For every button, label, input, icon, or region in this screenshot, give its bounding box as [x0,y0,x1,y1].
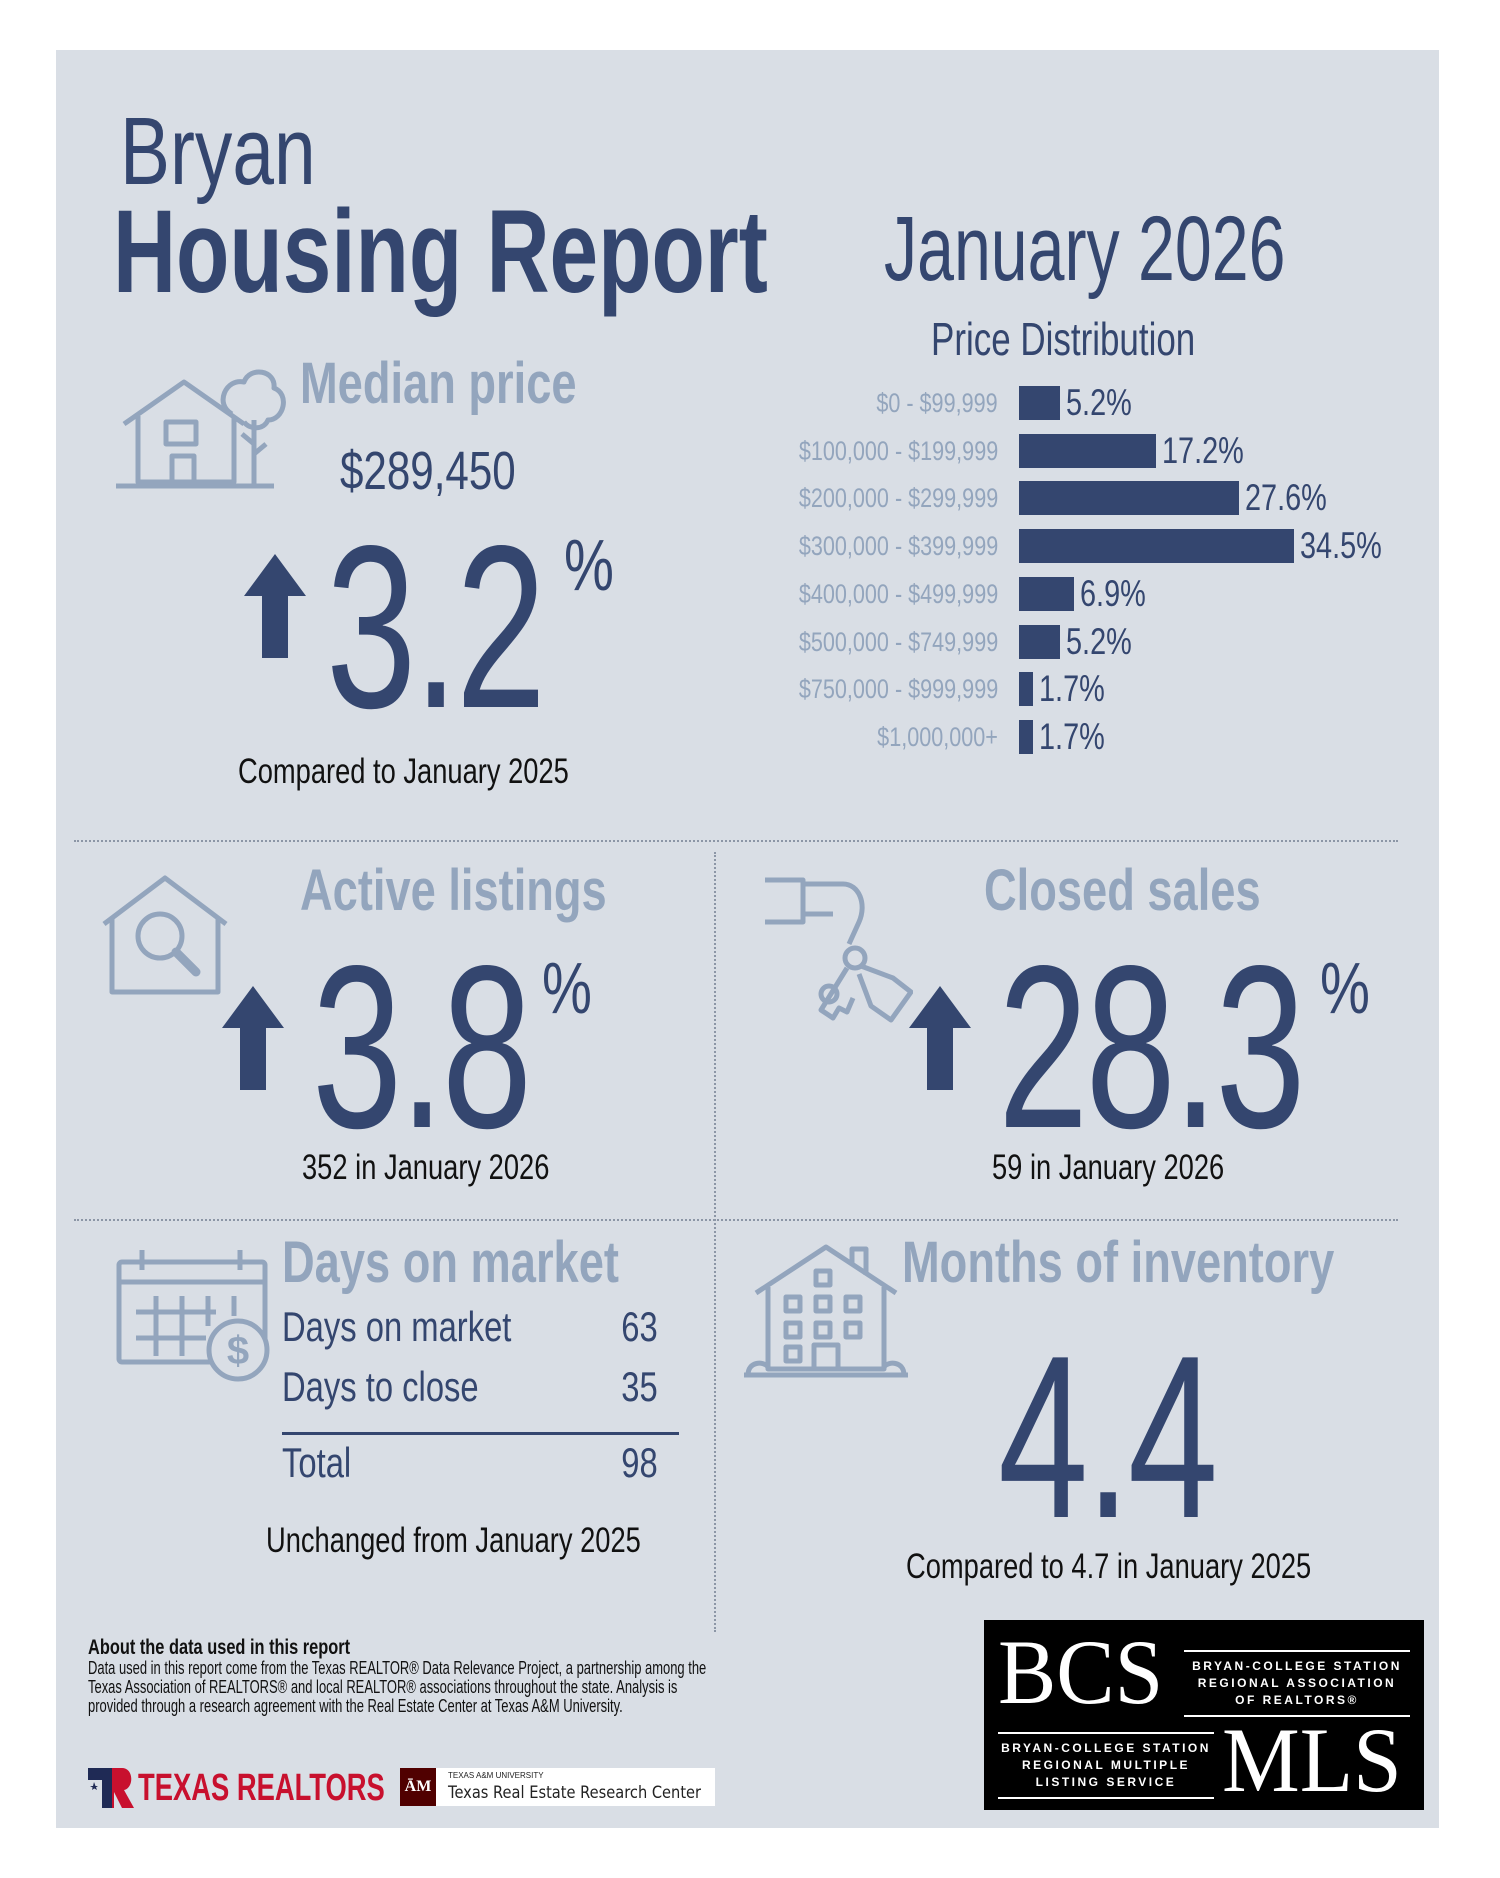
bar [1019,624,1061,659]
days-on-market-comparison: Unchanged from January 2025 [266,1521,641,1560]
page-title: Housing Report [113,186,768,318]
mls-line: REGIONAL MULTIPLE [1021,1758,1191,1772]
hand-keys-icon [765,877,913,1023]
median-price-title: Median price [300,351,577,416]
bar-value-label: 1.7% [1038,715,1105,757]
disclaimer-heading: About the data used in this report [88,1636,351,1659]
bar-category-label: $1,000,000+ [877,721,998,752]
closed-sales-title: Closed sales [984,858,1261,923]
calendar-dollar-icon: $ [116,1250,270,1382]
mls-line: LISTING SERVICE [1035,1775,1177,1789]
active-listings-title: Active listings [300,858,607,923]
texas-realtors-mark-icon [88,1768,134,1808]
months-inventory-value: 4.4 [998,1308,1218,1567]
tamu-mark-icon: ĀM [400,1768,436,1806]
bar-value-label: 1.7% [1038,668,1105,710]
dom-total-value: 98 [621,1439,658,1486]
bar-value-label: 17.2% [1162,429,1244,471]
median-price-comparison: Compared to January 2025 [238,752,569,791]
bar [1019,386,1061,420]
total-divider [282,1432,679,1435]
median-price-change: 3.2 [326,498,546,757]
bar-value-label: 5.2% [1066,382,1133,423]
median-price-value: $289,450 [340,441,516,501]
report-panel [56,50,1439,1828]
bar-category-label: $750,000 - $999,999 [798,674,998,705]
texas-realtors-logo: TEXAS REALTORS [88,1766,481,1810]
dom-row-value: 35 [621,1363,658,1410]
closed-sales-change: 28.3 [998,918,1306,1177]
bar [1019,529,1294,564]
association-line: OF REALTORS® [1235,1693,1359,1707]
bar-value-label: 5.2% [1066,620,1133,662]
house-tree-icon [116,369,286,489]
svg-text:$: $ [227,1329,249,1373]
bar-category-label: $0 - $99,999 [876,388,998,418]
tamu-university: TEXAS A&M UNIVERSITY [448,1771,544,1780]
arrow-up-icon [909,986,971,1090]
arrow-up-icon [222,986,284,1090]
house-magnifier-icon [102,875,228,995]
months-inventory-title: Months of inventory [902,1230,1335,1295]
bar [1019,481,1239,516]
days-on-market-title: Days on market [282,1230,619,1295]
active-listings-change: 3.8 [312,918,532,1177]
disclaimer-body: Data used in this report come from the T… [88,1658,707,1716]
dom-total-label: Total [282,1439,352,1486]
bar [1019,719,1033,754]
months-inventory-comparison: Compared to 4.7 in January 2025 [906,1547,1312,1586]
dom-row-label: Days to close [282,1363,479,1410]
bar [1019,672,1033,707]
bar-value-label: 6.9% [1080,572,1146,614]
bar [1019,576,1074,611]
price-distribution-title: Price Distribution [931,313,1196,365]
bar [1019,433,1157,468]
mls-line: BRYAN-COLLEGE STATION [1001,1741,1211,1755]
bar-category-label: $300,000 - $399,999 [798,531,998,562]
divider [74,840,1398,842]
bcs-mark: BCS [998,1621,1164,1723]
mls-mark: MLS [1222,1709,1402,1811]
closed-sales-detail: 59 in January 2026 [992,1148,1225,1187]
closed-sales-percent-sign: % [1320,949,1370,1029]
dom-row-value: 63 [621,1303,658,1350]
divider [714,852,716,1632]
median-price-percent-sign: % [564,526,614,606]
bar-category-label: $100,000 - $199,999 [798,435,998,466]
divider [74,1219,1398,1221]
tamu-center-name: Texas Real Estate Research Center [448,1783,702,1803]
data-disclaimer: About the data used in this report Data … [88,1636,708,1716]
bar-category-label: $500,000 - $749,999 [798,626,998,657]
association-line: BRYAN-COLLEGE STATION [1192,1659,1402,1673]
arrow-up-icon [244,554,306,658]
active-listings-percent-sign: % [542,949,592,1029]
texas-realtors-text: TEXAS REALTORS [138,1766,385,1809]
building-icon [744,1244,908,1378]
dom-row-label: Days on market [282,1303,512,1350]
tamu-logo: ĀM TEXAS A&M UNIVERSITY Texas Real Estat… [400,1768,715,1806]
bar-category-label: $400,000 - $499,999 [798,578,998,609]
bcs-mls-logo: BCS BRYAN-COLLEGE STATION REGIONAL ASSOC… [984,1620,1424,1810]
bar-value-label: 27.6% [1245,477,1327,519]
bar-value-label: 34.5% [1300,525,1382,567]
active-listings-detail: 352 in January 2026 [302,1148,550,1187]
report-period: January 2026 [884,198,1286,300]
city-name: Bryan [120,98,316,205]
association-line: REGIONAL ASSOCIATION [1197,1676,1397,1690]
bar-category-label: $200,000 - $299,999 [798,483,998,514]
